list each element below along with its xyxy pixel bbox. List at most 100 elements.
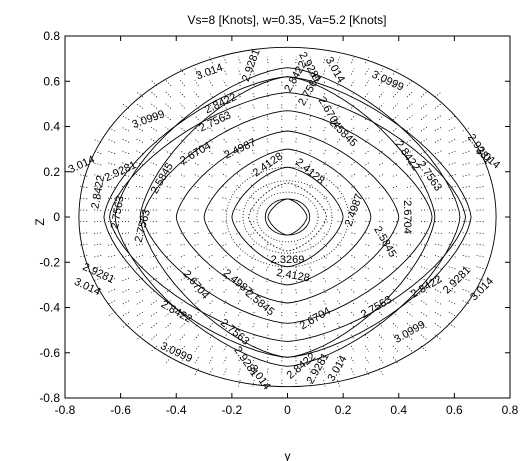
velocity-vector bbox=[193, 138, 199, 143]
velocity-vector bbox=[448, 232, 457, 234]
velocity-vector bbox=[337, 289, 341, 294]
velocity-vector bbox=[365, 368, 369, 375]
velocity-vector bbox=[323, 289, 327, 294]
velocity-vector bbox=[462, 277, 471, 282]
velocity-vector bbox=[207, 232, 213, 235]
velocity-vector bbox=[93, 174, 102, 177]
velocity-vector bbox=[136, 103, 144, 109]
velocity-vector bbox=[365, 277, 370, 282]
velocity-vector bbox=[351, 334, 355, 341]
velocity-vector bbox=[193, 266, 199, 270]
velocity-vector bbox=[434, 243, 442, 246]
y-tick-label: 0 bbox=[53, 210, 60, 224]
velocity-vector bbox=[337, 255, 342, 259]
velocity-vector bbox=[93, 232, 102, 234]
velocity-vector bbox=[309, 126, 312, 132]
velocity-vector bbox=[222, 173, 227, 177]
velocity-vector bbox=[407, 243, 414, 246]
velocity-vector bbox=[151, 103, 158, 109]
velocity-vector bbox=[420, 103, 427, 109]
velocity-vector bbox=[448, 174, 456, 177]
velocity-vector bbox=[448, 311, 456, 317]
velocity-vector bbox=[178, 173, 185, 177]
velocity-vector bbox=[237, 114, 241, 120]
velocity-vector bbox=[79, 174, 88, 177]
contour-line bbox=[142, 110, 433, 324]
velocity-vector bbox=[93, 266, 102, 270]
velocity-vector bbox=[150, 115, 158, 121]
contour-line bbox=[175, 130, 400, 304]
velocity-vector bbox=[150, 185, 157, 188]
velocity-vector bbox=[208, 345, 213, 352]
velocity-vector bbox=[378, 114, 384, 120]
velocity-vector bbox=[448, 185, 457, 188]
velocity-vector bbox=[223, 79, 227, 86]
velocity-vector bbox=[107, 138, 116, 143]
velocity-vector bbox=[407, 232, 414, 235]
velocity-vector bbox=[266, 345, 269, 352]
velocity-vector bbox=[365, 334, 370, 341]
velocity-vector bbox=[193, 126, 199, 132]
velocity-vector bbox=[236, 266, 241, 271]
velocity-vector bbox=[122, 138, 130, 143]
velocity-vector bbox=[208, 300, 213, 306]
velocity-vector bbox=[351, 243, 357, 247]
velocity-vector bbox=[223, 68, 227, 75]
velocity-vector bbox=[420, 266, 428, 270]
inner-dotted-ring bbox=[256, 191, 319, 243]
velocity-vector bbox=[379, 243, 385, 247]
velocity-vector bbox=[179, 266, 185, 270]
velocity-vector bbox=[351, 91, 355, 98]
velocity-vector bbox=[351, 209, 357, 211]
contour-line bbox=[103, 76, 472, 358]
velocity-vector bbox=[420, 91, 427, 98]
contour-line bbox=[114, 67, 461, 367]
velocity-vector bbox=[365, 173, 371, 177]
velocity-vector bbox=[193, 277, 199, 282]
velocity-vector bbox=[194, 368, 199, 375]
velocity-vector bbox=[251, 255, 255, 259]
velocity-vector bbox=[378, 91, 384, 98]
velocity-vector bbox=[462, 243, 471, 246]
velocity-vector bbox=[122, 277, 130, 282]
velocity-vector bbox=[150, 289, 157, 294]
velocity-vector bbox=[251, 137, 255, 143]
velocity-vector bbox=[222, 311, 227, 317]
velocity-vector bbox=[237, 368, 241, 375]
velocity-vector bbox=[323, 379, 326, 387]
velocity-vector bbox=[79, 232, 88, 234]
velocity-vector bbox=[379, 138, 385, 143]
velocity-vector bbox=[107, 185, 116, 188]
velocity-vector bbox=[164, 255, 171, 258]
velocity-vector bbox=[351, 300, 356, 306]
velocity-vector bbox=[252, 311, 255, 318]
velocity-vector bbox=[392, 277, 399, 282]
velocity-vector bbox=[93, 185, 102, 188]
velocity-vector bbox=[309, 103, 312, 109]
contour-line bbox=[248, 182, 327, 252]
velocity-vector bbox=[365, 68, 369, 75]
velocity-vector bbox=[323, 300, 326, 306]
velocity-vector bbox=[165, 115, 171, 121]
x-tick-label: 0.4 bbox=[390, 403, 407, 417]
velocity-vector bbox=[378, 311, 384, 317]
velocity-vector bbox=[221, 232, 227, 235]
velocity-vector bbox=[476, 255, 485, 258]
velocity-vector bbox=[309, 243, 313, 248]
velocity-vector bbox=[392, 300, 399, 305]
velocity-vector bbox=[136, 243, 143, 246]
velocity-vector bbox=[236, 255, 241, 259]
velocity-vector bbox=[351, 185, 357, 188]
velocity-vector bbox=[323, 172, 327, 177]
velocity-vector bbox=[222, 289, 227, 294]
velocity-vector bbox=[462, 289, 471, 293]
velocity-vector bbox=[165, 126, 171, 132]
velocity-vector bbox=[93, 289, 102, 293]
velocity-vector bbox=[266, 334, 269, 341]
velocity-vector bbox=[252, 357, 255, 364]
velocity-vector bbox=[448, 266, 456, 270]
velocity-vector bbox=[237, 357, 241, 364]
velocity-vector bbox=[194, 114, 199, 120]
velocity-vector bbox=[420, 138, 428, 143]
velocity-vector bbox=[208, 149, 213, 154]
